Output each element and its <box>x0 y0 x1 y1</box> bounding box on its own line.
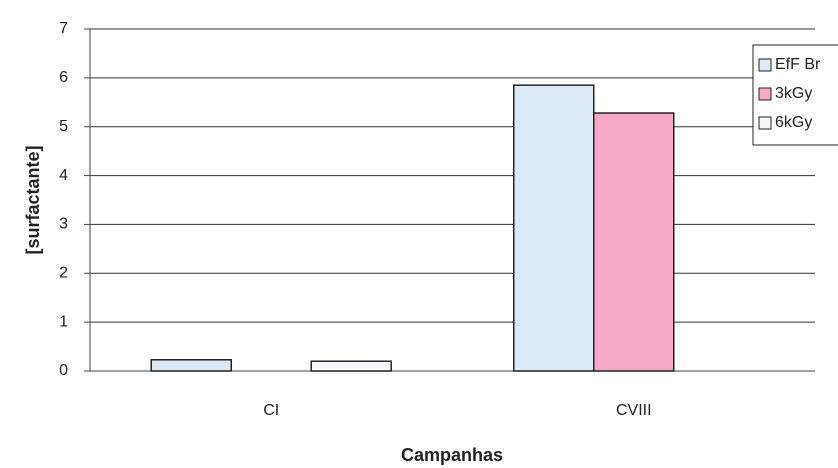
y-tick-label: 2 <box>59 265 68 282</box>
x-tick-label: CVIII <box>616 402 652 419</box>
y-tick-label: 5 <box>59 118 68 135</box>
legend-swatch <box>758 87 772 101</box>
y-axis-label: [surfactante] <box>23 145 43 254</box>
y-tick-label: 1 <box>59 313 68 330</box>
legend-swatch <box>758 116 772 130</box>
y-tick-label: 3 <box>59 216 68 233</box>
bar <box>513 84 595 372</box>
legend-swatch <box>758 58 772 72</box>
x-tick-label: CI <box>263 402 279 419</box>
x-axis-label: Campanhas <box>401 445 503 465</box>
bar <box>150 359 232 372</box>
legend-label: 6kGy <box>775 114 812 131</box>
y-tick-label: 4 <box>59 167 68 184</box>
bar <box>593 112 675 372</box>
y-tick-label: 0 <box>59 362 68 379</box>
y-tick-label: 6 <box>59 69 68 86</box>
legend-label: 3kGy <box>775 85 812 102</box>
bar <box>310 360 392 372</box>
y-tick-label: 7 <box>59 20 68 37</box>
legend-label: EfF Br <box>775 56 821 73</box>
